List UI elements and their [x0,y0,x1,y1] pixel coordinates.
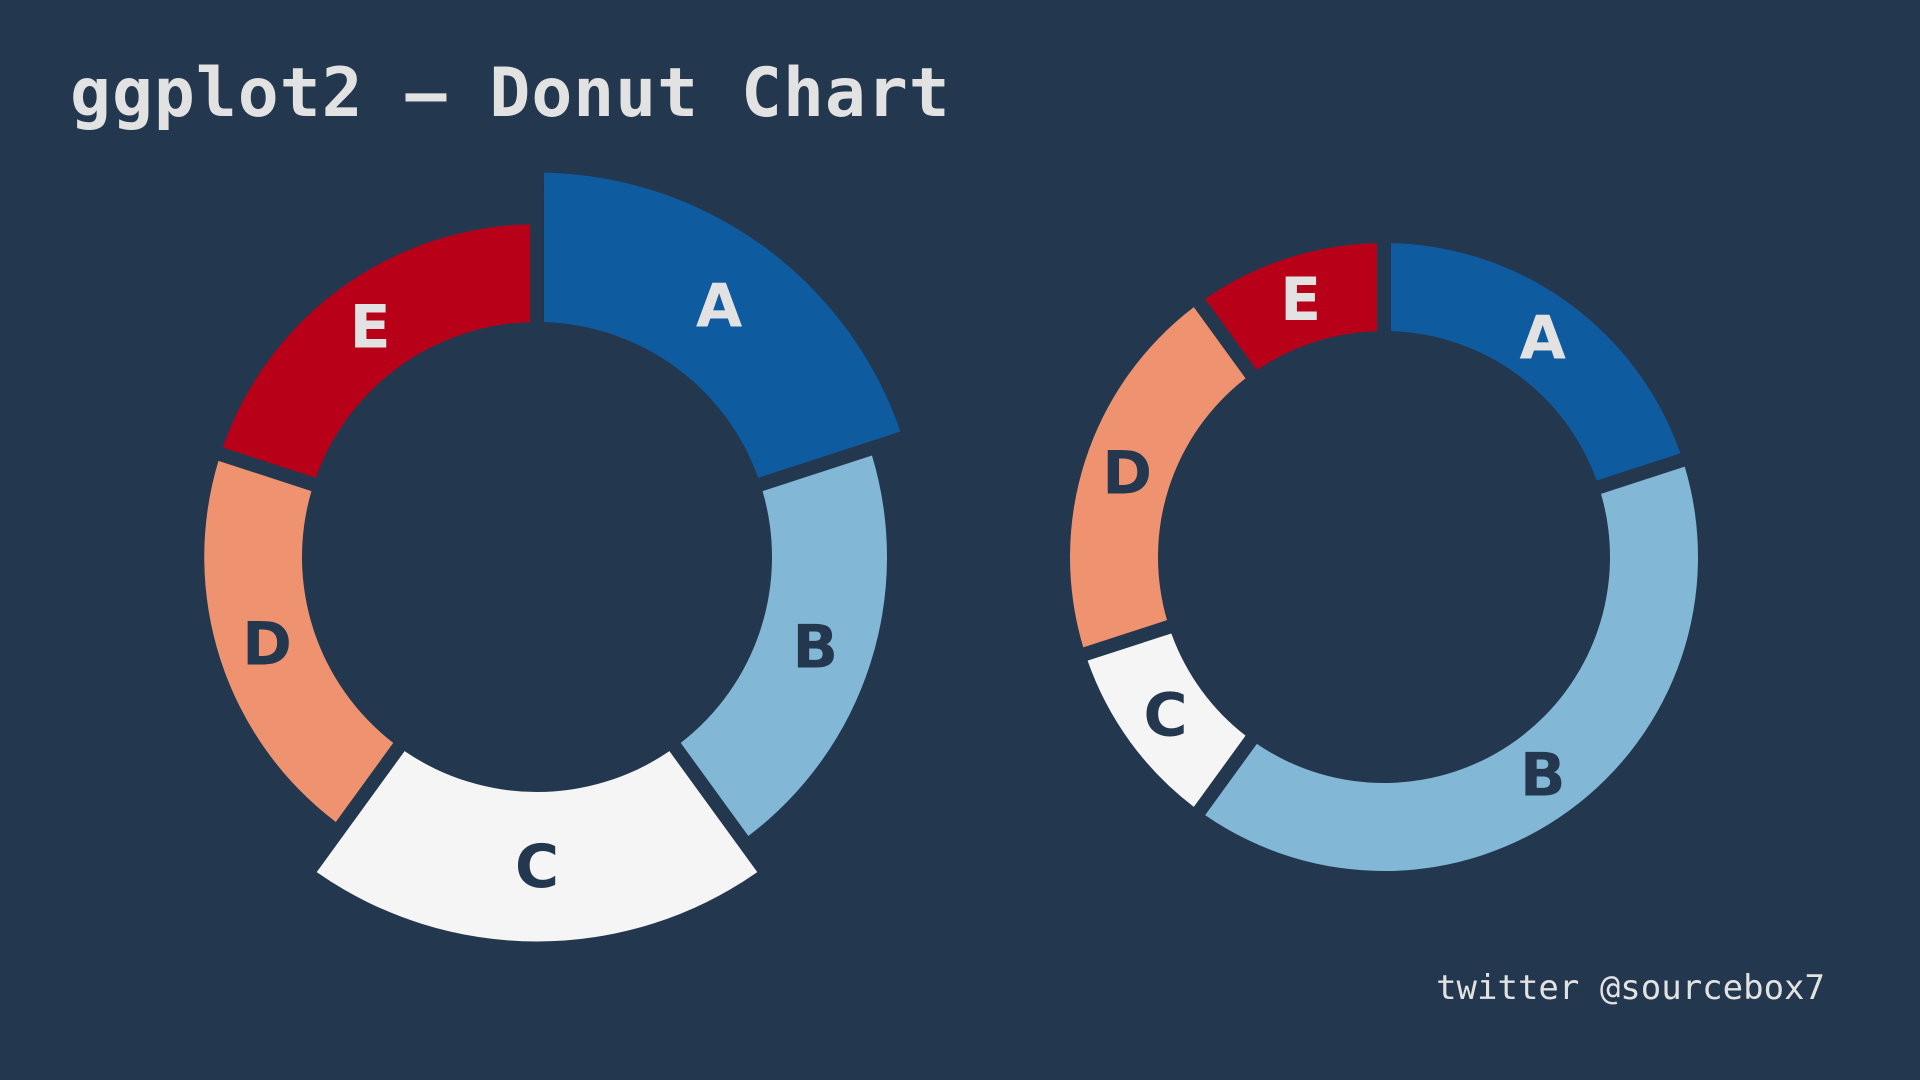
slice-e [1205,243,1378,371]
slice-a [1390,243,1681,481]
slice-b [1205,466,1698,871]
credit-text: twitter @sourcebox7 [1436,968,1825,1008]
slice-label-a: A [696,271,743,341]
slice-label-c: C [1144,681,1188,751]
slice-label-b: B [1520,740,1566,810]
slice-d [1070,307,1246,648]
slice-a [543,172,901,478]
slice-label-d: D [1102,439,1152,509]
slice-label-d: D [242,610,292,680]
slice-label-c: C [515,832,559,902]
slice-label-a: A [1519,304,1566,374]
slice-c [316,751,758,942]
slice-c [1087,633,1246,807]
slice-e [222,224,531,478]
donut-chart-2: A B C D E [1070,243,1698,871]
slice-label-e: E [1280,265,1321,335]
slice-label-e: E [350,292,391,362]
chart-title: ggplot2 – Donut Chart [70,54,951,133]
slice-d [204,460,394,823]
donut-chart-1: A B C D E [204,172,901,942]
slice-label-b: B [792,612,838,682]
slice-b [680,455,887,836]
